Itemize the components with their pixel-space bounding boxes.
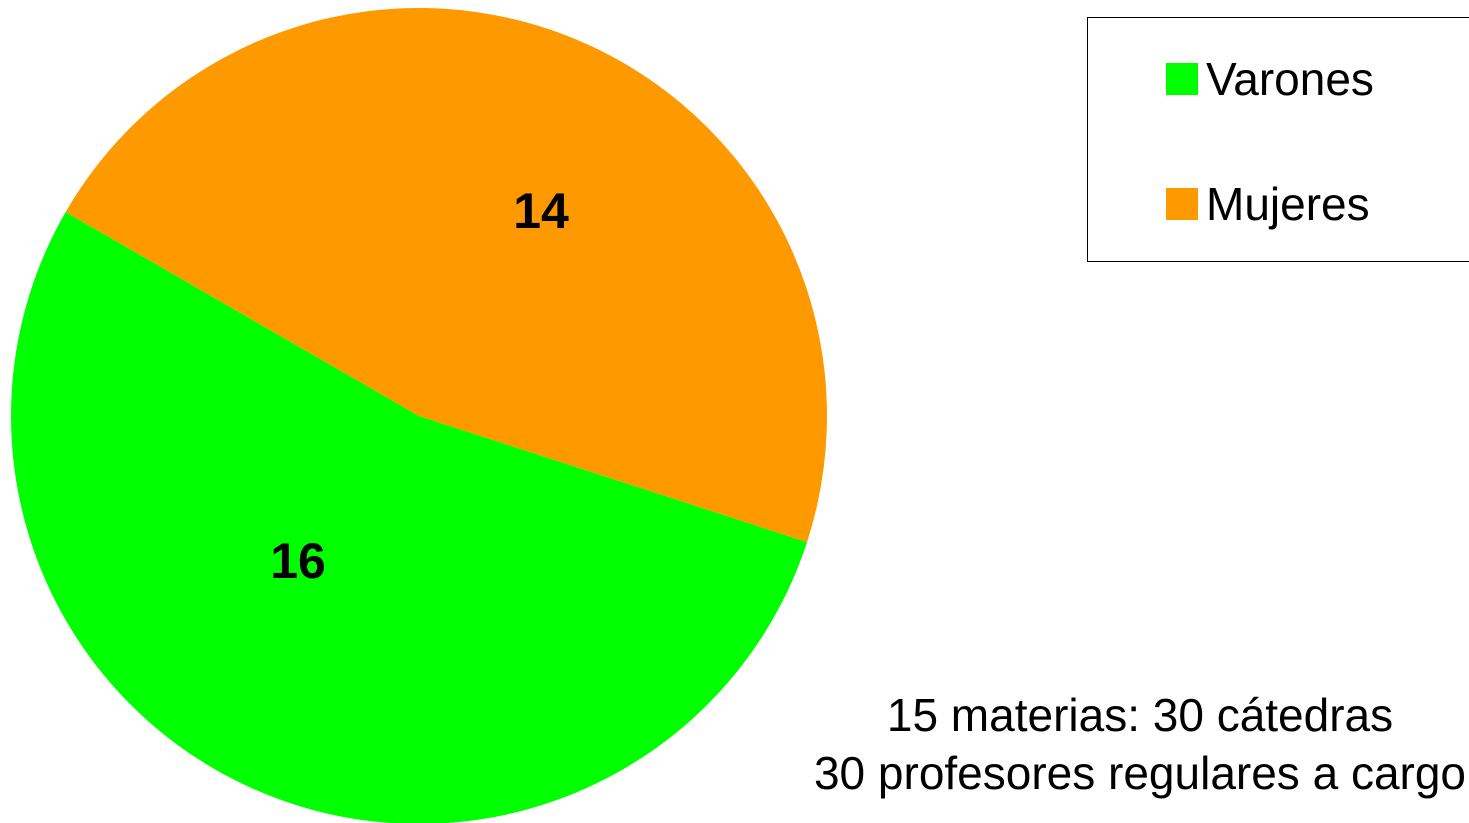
- legend-item-mujeres: Mujeres: [1166, 174, 1370, 234]
- legend-swatch-mujeres: [1166, 188, 1198, 220]
- pie-slices: [11, 7, 828, 823]
- legend: Varones Mujeres: [1087, 17, 1469, 262]
- data-label-mujeres: 14: [513, 183, 569, 239]
- legend-label-varones: Varones: [1206, 53, 1374, 105]
- annotation-line-2: 30 profesores regulares a cargo: [813, 747, 1467, 799]
- data-label-varones: 16: [270, 533, 326, 589]
- legend-label-mujeres: Mujeres: [1206, 178, 1370, 230]
- legend-item-varones: Varones: [1166, 49, 1374, 109]
- pie-slice-varones: [11, 212, 808, 823]
- annotation-line-1: 15 materias: 30 cátedras: [886, 689, 1394, 741]
- legend-swatch-varones: [1166, 63, 1198, 95]
- chart-annotation: 15 materias: 30 cátedras 30 profesores r…: [640, 686, 1469, 802]
- pie-slice-mujeres: [65, 7, 828, 543]
